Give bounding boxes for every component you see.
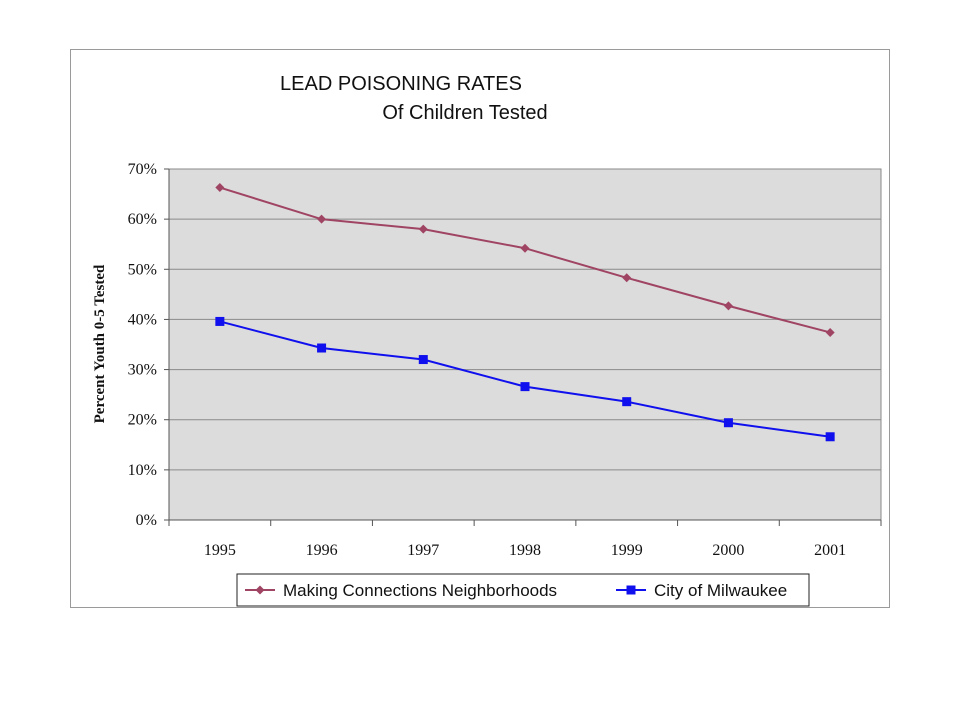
y-tick-label: 30% <box>128 362 157 379</box>
data-point-diamond <box>418 224 428 234</box>
legend-box <box>236 573 810 607</box>
y-tick-label: 40% <box>128 311 157 328</box>
x-tick-label: 1996 <box>306 542 338 559</box>
data-point-diamond <box>255 585 265 595</box>
data-point-diamond <box>825 327 835 337</box>
y-tick-label: 10% <box>128 462 157 479</box>
series-0 <box>215 183 835 337</box>
y-axis-tick-labels: 0% 10% 20% 30% 40% 50% 60% 70% <box>128 161 157 529</box>
legend: Making Connections Neighborhoods City of … <box>236 573 810 607</box>
x-tick-label: 1999 <box>611 542 643 559</box>
chart-title: LEAD POISONING RATES Of Children Tested <box>280 73 548 124</box>
data-point-diamond <box>723 301 733 311</box>
legend-label: City of Milwaukee <box>654 581 787 600</box>
plot-area <box>168 168 882 521</box>
data-point-square <box>520 382 530 392</box>
legend-entry-0: Making Connections Neighborhoods <box>245 581 557 600</box>
chart-title-line-1: LEAD POISONING RATES <box>280 73 522 95</box>
data-point-square <box>215 316 225 326</box>
x-tick-label: 2000 <box>712 542 744 559</box>
x-tick-label: 1997 <box>407 542 439 559</box>
y-tick-label: 50% <box>128 261 157 278</box>
x-tick-label: 2001 <box>814 542 846 559</box>
data-point-square <box>723 418 733 428</box>
legend-entry-1: City of Milwaukee <box>616 581 787 600</box>
x-axis-tick-labels: 1995 1996 1997 1998 1999 2000 2001 <box>204 542 846 559</box>
data-point-square <box>317 343 327 353</box>
data-point-square <box>626 585 636 595</box>
data-point-square <box>825 432 835 442</box>
data-point-square <box>622 397 632 407</box>
series-1 <box>215 316 835 442</box>
y-tick-label: 20% <box>128 412 157 429</box>
x-tick-label: 1998 <box>509 542 541 559</box>
data-point-diamond <box>622 273 632 283</box>
chart-frame: LEAD POISONING RATES Of Children Tested … <box>70 49 890 608</box>
data-point-diamond <box>520 243 530 253</box>
x-tick-label: 1995 <box>204 542 236 559</box>
chart-svg: LEAD POISONING RATES Of Children Tested … <box>92 73 882 607</box>
gridlines <box>169 168 881 471</box>
data-point-diamond <box>317 214 327 224</box>
y-axis-label: Percent Youth 0-5 Tested <box>92 264 108 423</box>
y-tick-label: 60% <box>128 211 157 228</box>
y-tick-label: 70% <box>128 161 157 178</box>
data-point-diamond <box>215 183 225 193</box>
data-point-square <box>418 355 428 365</box>
chart-title-line-2: Of Children Tested <box>382 102 547 124</box>
y-tick-label: 0% <box>136 512 157 529</box>
axes <box>164 168 882 526</box>
legend-label: Making Connections Neighborhoods <box>283 581 557 600</box>
series-layer <box>215 183 835 442</box>
